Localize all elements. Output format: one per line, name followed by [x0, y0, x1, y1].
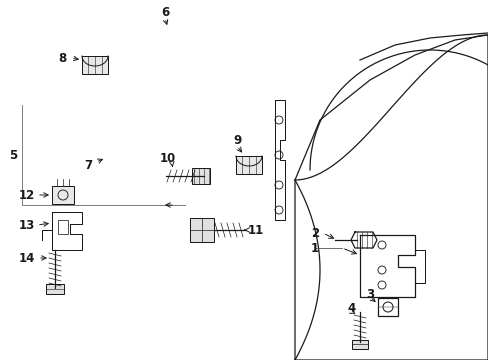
Bar	[192, 168, 209, 184]
Text: 5: 5	[9, 149, 17, 162]
Text: 9: 9	[232, 134, 241, 147]
Text: 7: 7	[84, 158, 92, 171]
Text: 1: 1	[310, 242, 318, 255]
Bar	[377, 298, 397, 316]
Text: 8: 8	[58, 51, 66, 64]
Bar	[46, 284, 64, 294]
Text: 4: 4	[347, 302, 355, 315]
Bar	[190, 218, 214, 242]
Text: 2: 2	[310, 226, 318, 239]
Bar	[82, 56, 108, 74]
Text: 12: 12	[19, 189, 35, 202]
Text: 3: 3	[365, 288, 373, 301]
Text: 11: 11	[247, 224, 264, 237]
Text: 14: 14	[19, 252, 35, 265]
Text: 13: 13	[19, 219, 35, 231]
Bar	[351, 340, 367, 349]
Text: 6: 6	[161, 5, 169, 18]
Bar	[236, 156, 262, 174]
Bar	[58, 220, 68, 234]
Bar	[52, 186, 74, 204]
Text: 10: 10	[160, 152, 176, 165]
